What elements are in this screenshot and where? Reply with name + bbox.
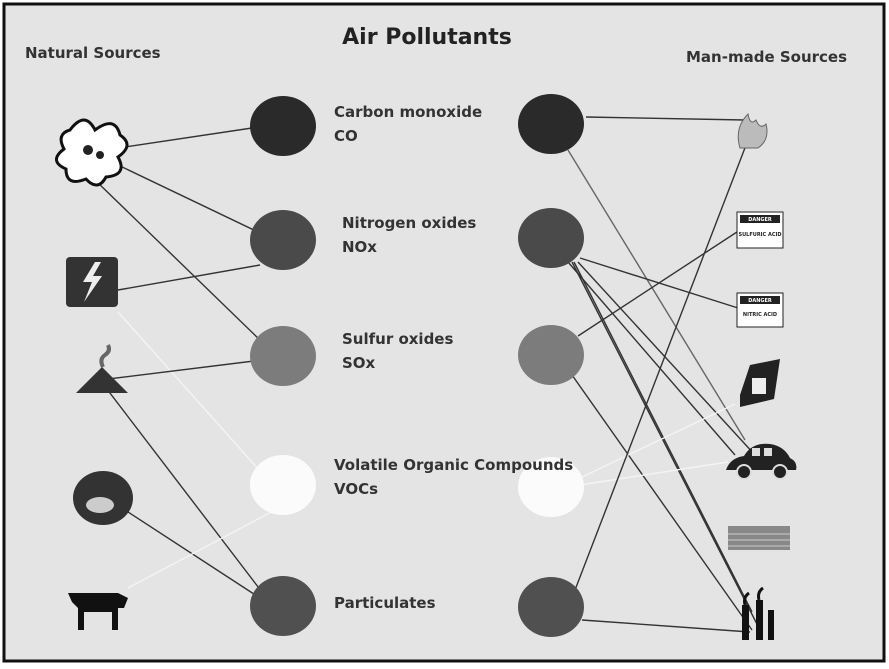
- sign-header: DANGER: [748, 217, 772, 223]
- pollutant-circle: [518, 208, 584, 268]
- pollutant-circle: [518, 577, 584, 637]
- manmade-sources-label: Man-made Sources: [686, 48, 847, 66]
- pollutant-formula: VOCs: [334, 480, 378, 498]
- title: Air Pollutants: [342, 25, 512, 50]
- pollutant-circle: [250, 576, 316, 636]
- pollutant-formula: SOx: [342, 354, 376, 372]
- pollutant-circle: [250, 326, 316, 386]
- pollutant-formula: CO: [334, 127, 358, 145]
- pollutant-name: Particulates: [334, 594, 436, 612]
- natural-sources-label: Natural Sources: [25, 44, 161, 62]
- forest-fire-icon: [73, 471, 133, 525]
- pollutant-name: Volatile Organic Compounds: [334, 456, 573, 474]
- sign-text: NITRIC ACID: [743, 312, 777, 318]
- germ-icon: [56, 120, 127, 185]
- pollutant-circle: [250, 455, 316, 515]
- pollutant-circle: [250, 96, 316, 156]
- diagram: Air Pollutants Natural Sources Man-made …: [0, 0, 889, 669]
- pollutant-circle: [518, 325, 584, 385]
- pollutant-name: Nitrogen oxides: [342, 214, 476, 232]
- sulfuric-acid-sign: DANGER SULFURIC ACID: [737, 212, 783, 248]
- pollutant-formula: NOx: [342, 238, 377, 256]
- lightning-icon: [66, 257, 118, 307]
- field-icon: [728, 526, 790, 550]
- pollutant-circle: [250, 210, 316, 270]
- nitric-acid-sign: DANGER NITRIC ACID: [737, 293, 783, 327]
- sign-header: DANGER: [748, 298, 772, 304]
- sign-text: SULFURIC ACID: [739, 232, 782, 238]
- pollutant-circle: [518, 94, 584, 154]
- pollutant-name: Sulfur oxides: [342, 330, 453, 348]
- pollutant-name: Carbon monoxide: [334, 103, 482, 121]
